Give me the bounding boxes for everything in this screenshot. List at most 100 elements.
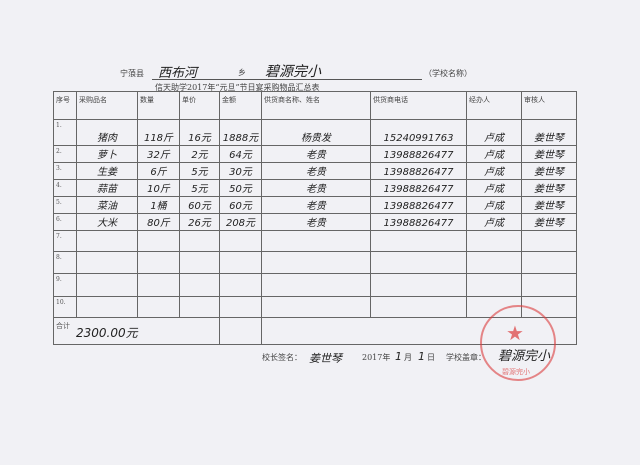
supplier-phone-cell: 13988826477 xyxy=(370,145,467,163)
school-name: 碧源完小 xyxy=(265,64,321,80)
principal-label: 校长签名： xyxy=(262,353,302,362)
supplier-name: 老贵 xyxy=(306,167,326,178)
row-number-cell: 8. xyxy=(53,251,77,274)
supplier-phone: 13988826477 xyxy=(383,218,454,229)
supplier-name-cell: 老贵 xyxy=(261,162,371,180)
reviewer-cell: 姜世琴 xyxy=(521,162,577,180)
handler-cell: 卢成 xyxy=(466,145,522,163)
purchase-table: 序号 采购品名 数量 单价 金额 供货商名称、姓名 供货商电话 经办人 审核人 … xyxy=(53,91,577,345)
underline xyxy=(152,79,422,80)
row-number: 9. xyxy=(56,276,62,283)
reviewer-cell xyxy=(521,230,577,252)
col-header: 采购品名 xyxy=(76,91,138,120)
item-name-cell: 蒜苗 xyxy=(76,179,138,197)
item-name-cell xyxy=(76,230,138,252)
reviewer-cell: 姜世琴 xyxy=(521,196,577,214)
day-label: 日 xyxy=(427,353,435,362)
col-header: 经办人 xyxy=(466,91,522,120)
reviewer-cell: 姜世琴 xyxy=(521,179,577,197)
quantity: 1桶 xyxy=(150,201,167,212)
unit-price-cell: 16元 xyxy=(179,119,220,146)
supplier-phone: 13988826477 xyxy=(383,184,454,195)
unit-price-cell xyxy=(179,273,220,297)
item-name: 菜油 xyxy=(97,201,117,212)
supplier-phone-cell xyxy=(370,296,467,318)
quantity-cell: 6斤 xyxy=(137,162,180,180)
county-label: 宁蒗县 xyxy=(120,69,144,78)
row-number: 1. xyxy=(56,122,62,129)
item-name-cell: 生姜 xyxy=(76,162,138,180)
supplier-name-cell xyxy=(261,251,371,274)
amount-cell: 30元 xyxy=(219,162,262,180)
amount-cell xyxy=(219,273,262,297)
quantity: 6斤 xyxy=(150,167,167,178)
supplier-name: 老贵 xyxy=(306,184,326,195)
quantity: 118斤 xyxy=(143,133,174,144)
star-icon: ★ xyxy=(506,321,524,345)
quantity-cell xyxy=(137,296,180,318)
supplier-phone-cell: 13988826477 xyxy=(370,213,467,231)
table-row: 4. 蒜苗 10斤 5元 50元 老贵 13988826477 卢成 姜世琴 xyxy=(53,179,577,197)
total-value: 2300.00元 xyxy=(76,326,138,340)
supplier-phone-cell xyxy=(370,251,467,274)
table-row: 3. 生姜 6斤 5元 30元 老贵 13988826477 卢成 姜世琴 xyxy=(53,162,577,180)
unit-price-cell: 26元 xyxy=(179,213,220,231)
row-number-cell: 9. xyxy=(53,273,77,297)
table-row: 7. xyxy=(53,230,577,252)
unit-price: 2元 xyxy=(191,150,208,161)
row-number: 3. xyxy=(56,165,62,172)
principal-signature: 姜世琴 xyxy=(309,352,342,365)
handler-cell xyxy=(466,230,522,252)
supplier-name: 杨贵发 xyxy=(301,133,331,144)
year: 2017年 xyxy=(362,353,391,362)
row-number: 7. xyxy=(56,233,62,240)
supplier-phone: 15240991763 xyxy=(383,133,454,144)
table-row: 5. 菜油 1桶 60元 60元 老贵 13988826477 卢成 姜世琴 xyxy=(53,196,577,214)
col-header: 单价 xyxy=(179,91,220,120)
quantity-cell: 1桶 xyxy=(137,196,180,214)
supplier-name: 老贵 xyxy=(306,218,326,229)
unit-price-cell: 5元 xyxy=(179,179,220,197)
supplier-name-cell: 老贵 xyxy=(261,213,371,231)
handler: 卢成 xyxy=(484,167,504,178)
month-label: 月 xyxy=(404,353,412,362)
supplier-phone-cell xyxy=(370,230,467,252)
reviewer: 姜世琴 xyxy=(534,133,564,144)
row-number-cell: 6. xyxy=(53,213,77,231)
township-name: 西布河 xyxy=(158,66,198,81)
form-title: 信天助学2017年“元旦”节日宴采购物品汇总表 xyxy=(155,83,320,92)
unit-price-cell xyxy=(179,251,220,274)
school-seal-stamp: ★ 碧源完小 xyxy=(480,305,556,381)
handler-cell: 卢成 xyxy=(466,119,522,146)
supplier-phone-cell: 13988826477 xyxy=(370,179,467,197)
unit-price-cell: 2元 xyxy=(179,145,220,163)
item-name-cell: 猪肉 xyxy=(76,119,138,146)
col-header: 供货商名称、姓名 xyxy=(261,91,371,120)
reviewer-cell xyxy=(521,273,577,297)
col-header: 数量 xyxy=(137,91,180,120)
supplier-name-cell: 老贵 xyxy=(261,179,371,197)
row-number-cell: 3. xyxy=(53,162,77,180)
unit-price-cell xyxy=(179,296,220,318)
handler-cell: 卢成 xyxy=(466,162,522,180)
col-header: 序号 xyxy=(53,91,77,120)
row-number-cell: 5. xyxy=(53,196,77,214)
reviewer-cell: 姜世琴 xyxy=(521,119,577,146)
table-row: 2. 萝卜 32斤 2元 64元 老贵 13988826477 卢成 姜世琴 xyxy=(53,145,577,163)
supplier-phone: 13988826477 xyxy=(383,201,454,212)
row-number-cell: 10. xyxy=(53,296,77,318)
unit-price: 60元 xyxy=(188,201,211,212)
col-header: 金额 xyxy=(219,91,262,120)
supplier-name: 老贵 xyxy=(306,201,326,212)
stamp-text: 碧源完小 xyxy=(502,368,530,376)
supplier-name-cell: 老贵 xyxy=(261,145,371,163)
reviewer: 姜世琴 xyxy=(534,150,564,161)
table-row: 9. xyxy=(53,273,577,297)
day: 1 xyxy=(418,350,425,363)
unit-price: 26元 xyxy=(188,218,211,229)
amount: 208元 xyxy=(225,218,256,229)
item-name-cell xyxy=(76,296,138,318)
reviewer-cell: 姜世琴 xyxy=(521,213,577,231)
township-suffix: 乡 xyxy=(238,68,246,77)
total-row: 合计 2300.00元 xyxy=(53,317,577,345)
